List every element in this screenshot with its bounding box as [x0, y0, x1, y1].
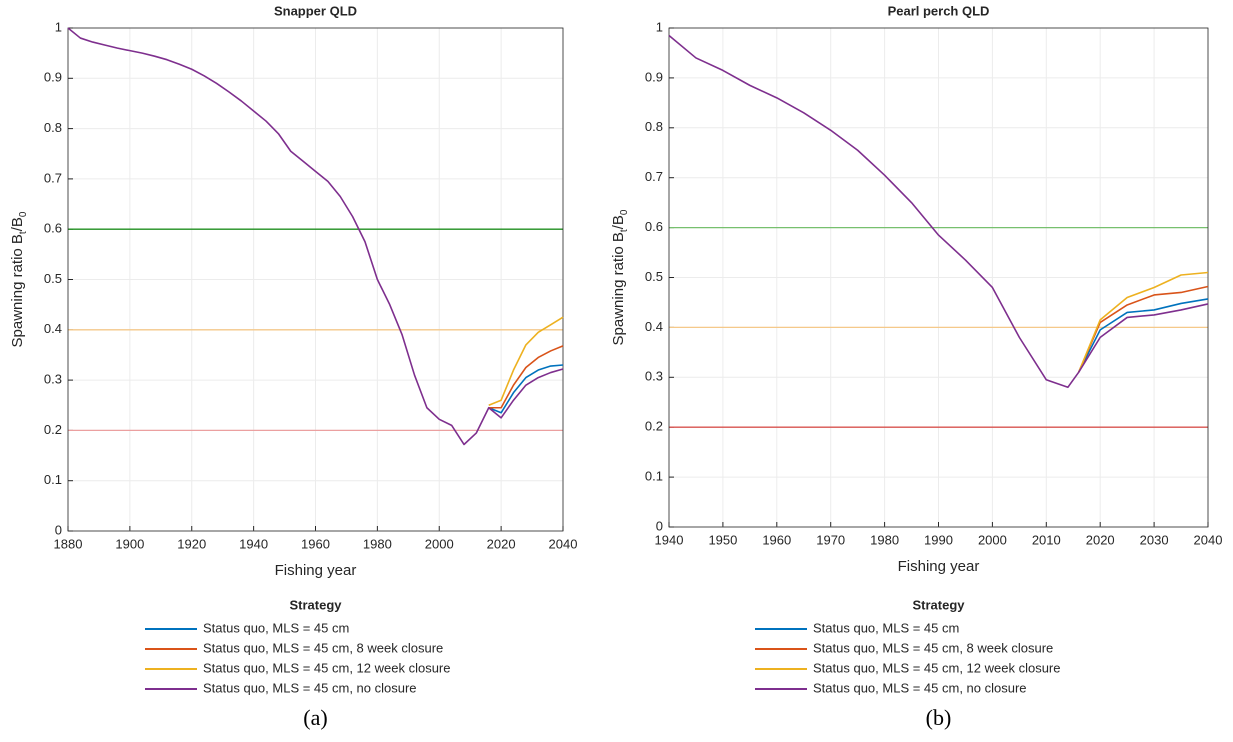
x-tick-label: 1920 — [177, 536, 206, 551]
x-tick-label: 2040 — [1194, 532, 1223, 547]
y-tick-label: 1 — [55, 19, 62, 34]
x-tick-label: 2000 — [978, 532, 1007, 547]
caption: (b) — [926, 705, 952, 730]
x-axis-label: Fishing year — [275, 562, 357, 579]
series-line — [488, 364, 564, 414]
x-tick-label: 1980 — [870, 532, 899, 547]
subscript: t — [619, 229, 630, 232]
legend-label: Status quo, MLS = 45 cm, 12 week closure — [203, 660, 451, 675]
x-tick-label: 1940 — [655, 532, 684, 547]
legend-label: Status quo, MLS = 45 cm, no closure — [203, 680, 417, 695]
series-line — [1077, 285, 1209, 373]
y-tick-label: 0.7 — [44, 170, 62, 185]
y-tick-label: 0.4 — [645, 319, 663, 334]
chart-title: Snapper QLD — [274, 3, 357, 18]
y-tick-label: 0.9 — [645, 69, 663, 84]
y-tick-label: 0.4 — [44, 321, 62, 336]
y-tick-label: 0.1 — [44, 472, 62, 487]
y-tick-label: 0.3 — [645, 369, 663, 384]
y-tick-label: 0.5 — [645, 269, 663, 284]
series-line — [488, 316, 564, 406]
x-tick-label: 2010 — [1032, 532, 1061, 547]
subscript: 0 — [18, 211, 29, 217]
x-tick-label: 1900 — [115, 536, 144, 551]
legend-label: Status quo, MLS = 45 cm — [813, 620, 959, 635]
x-tick-label: 2030 — [1140, 532, 1169, 547]
x-tick-label: 1960 — [301, 536, 330, 551]
series-line — [668, 34, 1209, 389]
y-axis-label: Spawning ratio Bt/B0 — [610, 209, 630, 345]
y-tick-label: 0.8 — [44, 120, 62, 135]
x-axis-label: Fishing year — [898, 558, 980, 575]
y-tick-label: 0.7 — [645, 169, 663, 184]
y-tick-label: 0.6 — [44, 221, 62, 236]
x-tick-label: 2040 — [549, 536, 578, 551]
label-part: /B — [610, 215, 627, 229]
axes-box — [67, 27, 564, 532]
legend-label: Status quo, MLS = 45 cm, 12 week closure — [813, 660, 1061, 675]
x-tick-label: 2020 — [1086, 532, 1115, 547]
series-line — [1077, 271, 1209, 373]
series-line — [488, 345, 564, 409]
x-tick-label: 1970 — [816, 532, 845, 547]
subscript: t — [18, 231, 29, 234]
label-part: Spawning ratio B — [610, 232, 627, 345]
label-part: /B — [9, 217, 26, 231]
y-tick-label: 0 — [656, 518, 663, 533]
y-axis-label: Spawning ratio Bt/B0 — [9, 211, 29, 347]
label-part: Spawning ratio B — [9, 234, 26, 347]
y-tick-label: 0.3 — [44, 372, 62, 387]
y-tick-label: 0.2 — [645, 419, 663, 434]
x-tick-label: 1950 — [708, 532, 737, 547]
legend-label: Status quo, MLS = 45 cm — [203, 620, 349, 635]
y-tick-label: 0.2 — [44, 422, 62, 437]
axes-box — [668, 27, 1209, 528]
caption: (a) — [303, 705, 327, 730]
y-tick-label: 0.6 — [645, 219, 663, 234]
x-tick-label: 2020 — [487, 536, 516, 551]
y-tick-label: 1 — [656, 19, 663, 34]
y-tick-label: 0.8 — [645, 119, 663, 134]
y-tick-label: 0 — [55, 522, 62, 537]
legend-title: Strategy — [912, 597, 965, 612]
legend-label: Status quo, MLS = 45 cm, 8 week closure — [813, 640, 1053, 655]
x-tick-label: 1940 — [239, 536, 268, 551]
chart-title: Pearl perch QLD — [888, 3, 990, 18]
legend-label: Status quo, MLS = 45 cm, no closure — [813, 680, 1027, 695]
x-tick-label: 1980 — [363, 536, 392, 551]
subscript: 0 — [619, 209, 630, 215]
legend-title: Strategy — [289, 597, 342, 612]
legend-label: Status quo, MLS = 45 cm, 8 week closure — [203, 640, 443, 655]
x-tick-label: 1880 — [54, 536, 83, 551]
y-tick-label: 0.9 — [44, 70, 62, 85]
x-tick-label: 1990 — [924, 532, 953, 547]
series-line — [1077, 298, 1209, 373]
y-tick-label: 0.1 — [645, 469, 663, 484]
series-line — [67, 27, 564, 446]
x-tick-label: 2000 — [425, 536, 454, 551]
x-tick-label: 1960 — [762, 532, 791, 547]
y-tick-label: 0.5 — [44, 271, 62, 286]
